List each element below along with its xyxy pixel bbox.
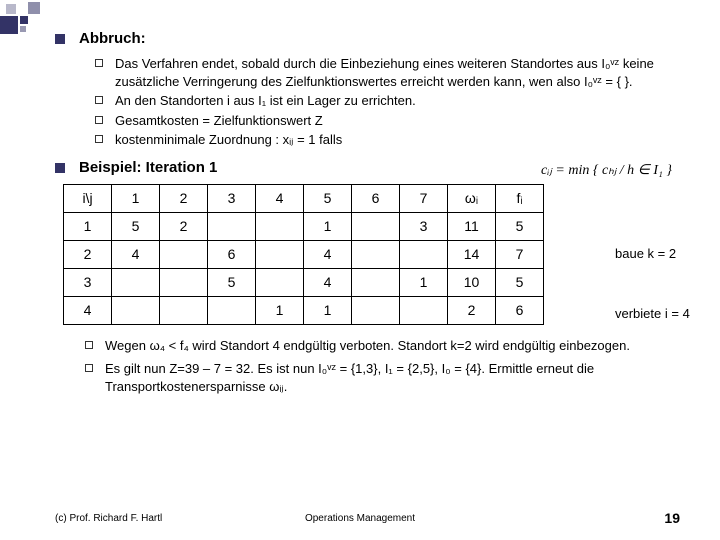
table-cell: 1 xyxy=(256,296,304,324)
table-cell xyxy=(160,240,208,268)
note-item: Es gilt nun Z=39 – 7 = 32. Es ist nun I₀… xyxy=(105,360,680,395)
table-cell xyxy=(400,296,448,324)
table-cell: 1 xyxy=(400,268,448,296)
bullet-hollow-icon xyxy=(95,59,103,67)
table-header: 6 xyxy=(352,184,400,212)
table-cell: 4 xyxy=(304,240,352,268)
table-cell: 5 xyxy=(496,268,544,296)
table-cell xyxy=(352,212,400,240)
table-cell xyxy=(400,240,448,268)
footer-copyright: (c) Prof. Richard F. Hartl xyxy=(55,513,162,524)
bullet-hollow-icon xyxy=(95,96,103,104)
table-cell: 5 xyxy=(112,212,160,240)
footer: (c) Prof. Richard F. Hartl Operations Ma… xyxy=(0,510,720,526)
page-number: 19 xyxy=(664,510,680,526)
table-cell xyxy=(160,268,208,296)
annotation-verbiete: verbiete i = 4 xyxy=(615,306,690,321)
bullet-hollow-icon xyxy=(85,341,93,349)
heading-abbruch: Abbruch: xyxy=(55,30,680,47)
table-cell xyxy=(256,268,304,296)
table-cell: 6 xyxy=(496,296,544,324)
table-cell: 2 xyxy=(160,212,208,240)
bullet-square-icon xyxy=(55,163,65,173)
table-cell xyxy=(352,296,400,324)
table-cell: 11 xyxy=(448,212,496,240)
table-cell: 14 xyxy=(448,240,496,268)
list-item: Gesamtkosten = Zielfunktionswert Z xyxy=(115,112,680,130)
table-cell: 10 xyxy=(448,268,496,296)
table-cell: 5 xyxy=(208,268,256,296)
table-row: 2464147 xyxy=(64,240,544,268)
note-item: Wegen ω₄ < f₄ wird Standort 4 endgültig … xyxy=(105,337,680,355)
table-cell: 7 xyxy=(496,240,544,268)
iteration-table: i\j 1 2 3 4 5 6 7 ωᵢ fᵢ 15213115 2464147… xyxy=(63,184,544,325)
table-cell: 4 xyxy=(112,240,160,268)
table-cell xyxy=(256,240,304,268)
table-row: 3541105 xyxy=(64,268,544,296)
table-cell xyxy=(160,296,208,324)
heading-text: Abbruch: xyxy=(79,30,146,47)
table-cell: 1 xyxy=(304,296,352,324)
table-header: 7 xyxy=(400,184,448,212)
footer-title: Operations Management xyxy=(305,513,415,524)
table-cell xyxy=(112,296,160,324)
table-header: 4 xyxy=(256,184,304,212)
list-item: Das Verfahren endet, sobald durch die Ei… xyxy=(115,55,680,90)
table-cell: 1 xyxy=(64,212,112,240)
table-cell: 6 xyxy=(208,240,256,268)
table-cell xyxy=(256,212,304,240)
table-cell: 3 xyxy=(400,212,448,240)
table-header: 1 xyxy=(112,184,160,212)
table-cell: 2 xyxy=(64,240,112,268)
table-cell: 1 xyxy=(304,212,352,240)
table-header: 2 xyxy=(160,184,208,212)
table-cell xyxy=(352,268,400,296)
table-header: 3 xyxy=(208,184,256,212)
table-header-row: i\j 1 2 3 4 5 6 7 ωᵢ fᵢ xyxy=(64,184,544,212)
bullet-hollow-icon xyxy=(85,364,93,372)
table-header: 5 xyxy=(304,184,352,212)
table-cell xyxy=(352,240,400,268)
table-cell xyxy=(208,212,256,240)
table-row: 15213115 xyxy=(64,212,544,240)
table-header: i\j xyxy=(64,184,112,212)
corner-decoration xyxy=(0,0,60,40)
heading-text: Beispiel: Iteration 1 xyxy=(79,159,217,176)
table-header: ωᵢ xyxy=(448,184,496,212)
abbruch-list: Das Verfahren endet, sobald durch die Ei… xyxy=(95,55,680,149)
table-header: fᵢ xyxy=(496,184,544,212)
bullet-hollow-icon xyxy=(95,116,103,124)
list-item: kostenminimale Zuordnung : xᵢⱼ = 1 falls xyxy=(115,131,680,149)
table-cell: 4 xyxy=(304,268,352,296)
notes-list: Wegen ω₄ < f₄ wird Standort 4 endgültig … xyxy=(85,337,680,396)
table-cell: 4 xyxy=(64,296,112,324)
table-cell: 5 xyxy=(496,212,544,240)
list-item: An den Standorten i aus I₁ ist ein Lager… xyxy=(115,92,680,110)
bullet-hollow-icon xyxy=(95,135,103,143)
table-cell: 3 xyxy=(64,268,112,296)
table-cell xyxy=(112,268,160,296)
table-cell: 2 xyxy=(448,296,496,324)
table-cell xyxy=(208,296,256,324)
annotation-baue: baue k = 2 xyxy=(615,246,676,261)
table-row: 4 11 26 xyxy=(64,296,544,324)
formula-cij: cᵢⱼ = min { cₕⱼ / h ∈ I₁ } xyxy=(541,162,672,179)
